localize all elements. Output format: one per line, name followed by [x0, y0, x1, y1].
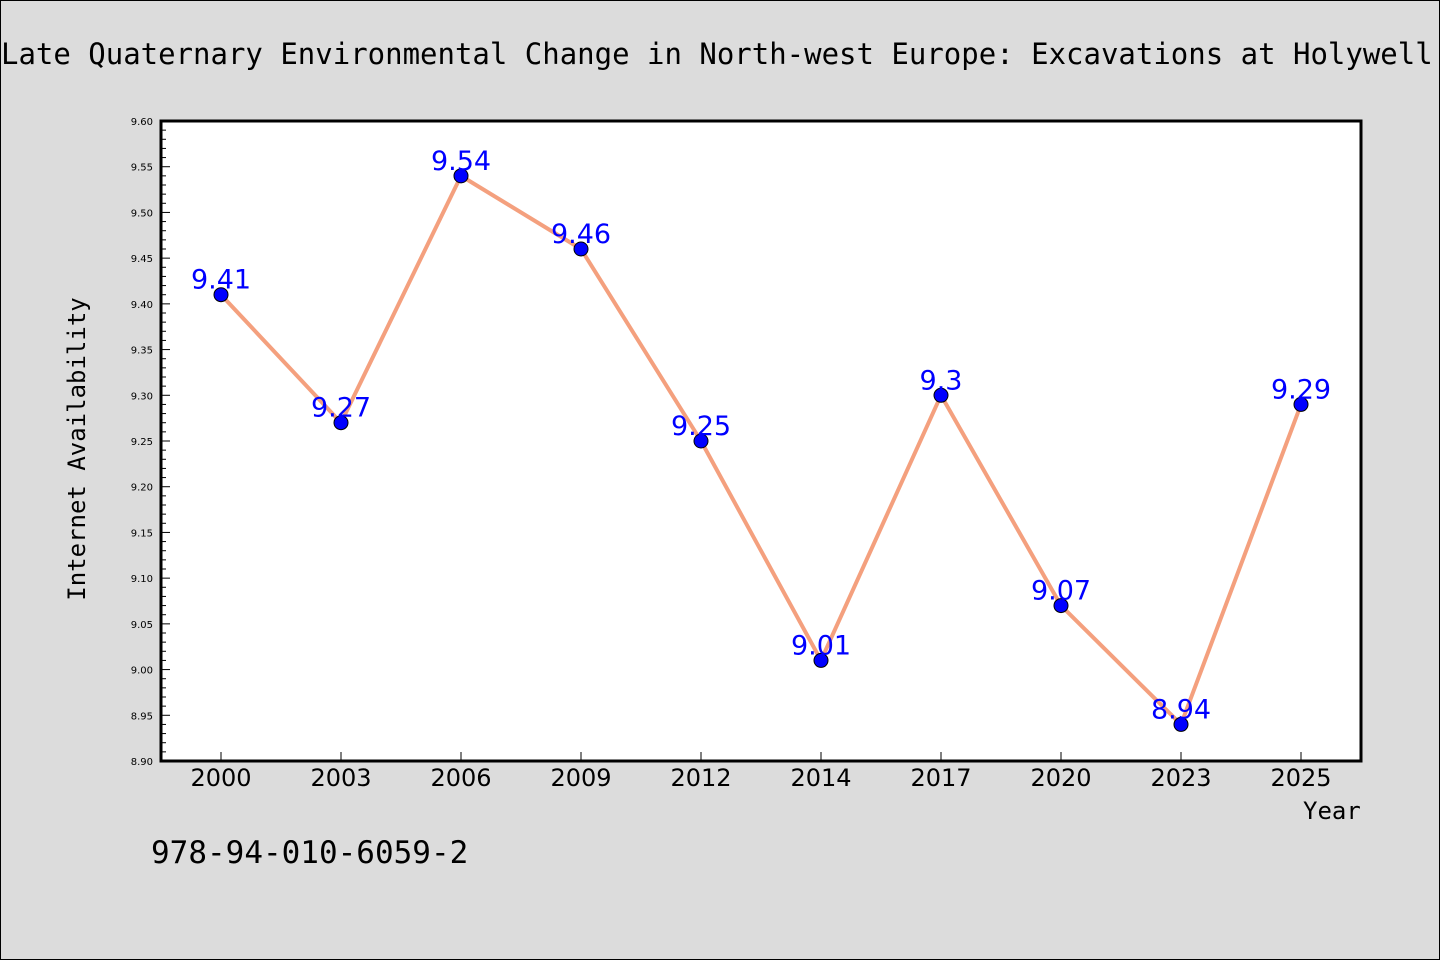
data-point	[453, 168, 469, 184]
y-tick-label: 9.40	[131, 300, 153, 311]
y-tick-label: 9.45	[131, 254, 153, 265]
data-point	[333, 415, 349, 431]
x-axis-label: Year	[1303, 797, 1361, 825]
data-point	[693, 433, 709, 449]
y-tick-label: 9.55	[131, 163, 153, 174]
y-axis-label: Internet Availability	[63, 297, 91, 601]
data-label: 9.01	[791, 630, 851, 661]
y-tick-label: 9.20	[131, 483, 153, 494]
data-label: 9.07	[1031, 576, 1091, 607]
data-point	[213, 287, 229, 303]
chart-title: Late Quaternary Environmental Change in …	[1, 37, 1439, 71]
y-tick-label: 9.25	[131, 437, 153, 448]
x-tick-label: 2006	[430, 764, 491, 792]
data-label: 9.41	[191, 265, 251, 296]
y-tick-label: 9.05	[131, 620, 153, 631]
data-label: 9.54	[431, 146, 491, 177]
x-tick-label: 2017	[910, 764, 971, 792]
series-line-path	[219, 173, 1303, 727]
x-tick-label: 2000	[190, 764, 251, 792]
y-tick-label: 9.60	[131, 117, 153, 128]
data-label: 9.3	[920, 365, 963, 396]
data-point	[933, 387, 949, 403]
x-tick-label: 2023	[1150, 764, 1211, 792]
data-label: 9.46	[551, 219, 611, 250]
data-markers	[213, 168, 1309, 732]
data-point	[1173, 716, 1189, 732]
plot-area	[159, 119, 1363, 763]
data-point	[1053, 598, 1069, 614]
y-tick-label: 9.00	[131, 666, 153, 677]
x-axis: 2000 2003 2006 2009 2012 2014 2017 2020 2023 2025	[190, 752, 1332, 792]
data-label: 8.94	[1151, 694, 1211, 725]
footer-code: 978-94-010-6059-2	[151, 835, 469, 871]
y-tick-label: 9.30	[131, 391, 153, 402]
data-point	[573, 241, 589, 257]
data-label: 9.29	[1271, 374, 1331, 405]
x-tick-label: 2012	[670, 764, 731, 792]
x-tick-label: 2025	[1270, 764, 1331, 792]
x-tick-label: 2003	[310, 764, 371, 792]
y-tick-label: 9.10	[131, 574, 153, 585]
x-tick-label: 2009	[550, 764, 611, 792]
x-tick-label: 2014	[790, 764, 851, 792]
y-tick-label: 8.90	[131, 757, 153, 768]
y-tick-label: 9.15	[131, 528, 153, 539]
y-axis: 8.90 8.95 9.00 9.05 9.10 9.15 9.20 9.25 9.30 9.35…	[131, 117, 170, 768]
y-tick-label: 9.50	[131, 208, 153, 219]
data-point	[813, 652, 829, 668]
y-tick-label: 8.95	[131, 711, 153, 722]
data-point	[1293, 396, 1309, 412]
data-label: 9.25	[671, 411, 731, 442]
x-tick-label: 2020	[1030, 764, 1091, 792]
series-line	[219, 173, 1303, 727]
y-tick-label: 9.35	[131, 346, 153, 357]
data-labels: 9.41 9.27 9.54 9.46 9.25 9.01 9.3 9.07 8.94 9.29	[191, 146, 1331, 726]
data-label: 9.27	[311, 393, 371, 424]
